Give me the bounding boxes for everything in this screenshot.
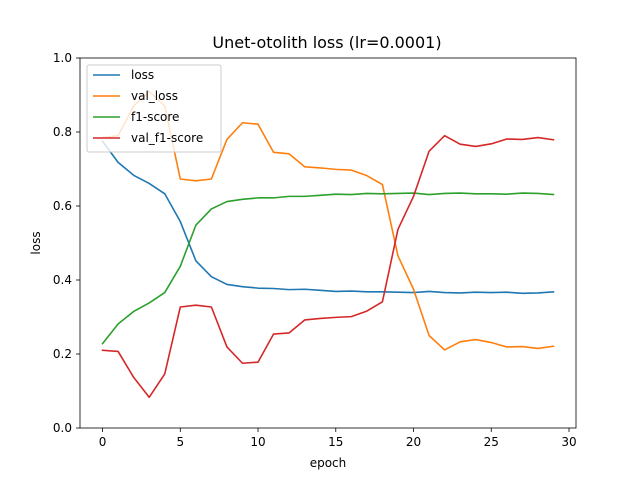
series-line-val_loss (101, 90, 555, 351)
x-axis: 0 5 10 15 20 25 30 (99, 428, 577, 449)
x-tick-label: 0 (99, 435, 107, 449)
y-tick-label: 0.4 (53, 273, 72, 287)
x-axis-label: epoch (310, 456, 347, 470)
series-lines (101, 90, 555, 399)
y-tick-label: 1.0 (53, 51, 72, 65)
y-tick-label: 0.2 (53, 347, 72, 361)
legend-label-val_loss: val_loss (131, 89, 178, 103)
y-axis: 0.0 0.2 0.4 0.6 0.8 1.0 (53, 51, 80, 435)
legend-label-loss: loss (131, 68, 154, 82)
series-line-val_f1-score (101, 134, 555, 399)
legend: loss val_loss f1-score val_f1-score (86, 64, 222, 153)
x-tick-label: 10 (250, 435, 265, 449)
y-tick-label: 0.6 (53, 199, 72, 213)
series-line-f1-score (101, 192, 555, 345)
chart-title: Unet-otolith loss (lr=0.0001) (212, 33, 441, 52)
x-tick-label: 25 (484, 435, 499, 449)
x-tick-label: 15 (328, 435, 343, 449)
y-tick-label: 0.8 (53, 125, 72, 139)
x-tick-label: 5 (176, 435, 184, 449)
x-tick-label: 30 (561, 435, 576, 449)
legend-box (86, 64, 222, 153)
y-tick-label: 0.0 (53, 421, 72, 435)
x-tick-label: 20 (406, 435, 421, 449)
legend-label-f1-score: f1-score (131, 110, 179, 124)
series-line-loss (101, 140, 555, 295)
y-axis-label: loss (29, 231, 43, 254)
plot-frame (79, 57, 577, 429)
legend-label-val_f1-score: val_f1-score (131, 131, 203, 145)
